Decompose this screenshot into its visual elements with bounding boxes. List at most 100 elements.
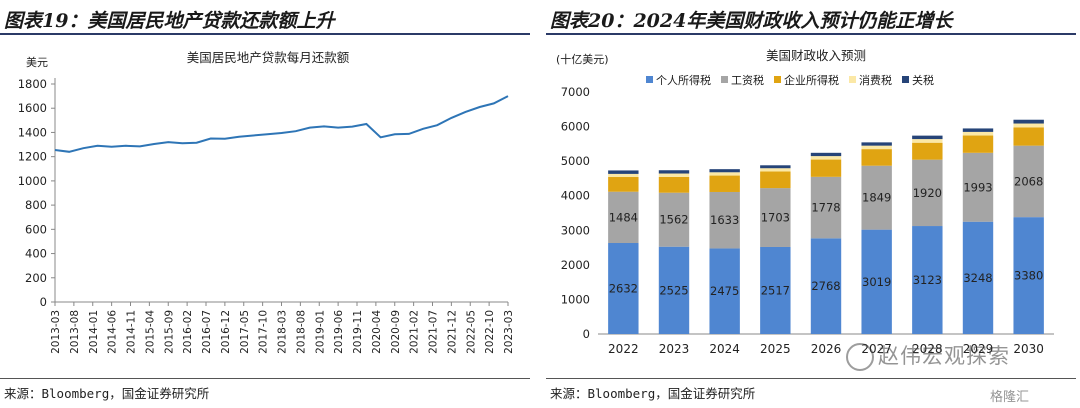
bar-segment <box>709 175 740 192</box>
bar-data-label: 2517 <box>761 283 790 297</box>
left-source: 来源：Bloomberg，国金证券研究所 <box>4 386 210 401</box>
right-title-rule <box>546 33 1076 35</box>
legend-swatch-3 <box>849 76 856 83</box>
line-x-tick-label: 2021-02 <box>409 310 421 354</box>
bar-data-label: 1920 <box>913 186 942 200</box>
bar-segment <box>861 145 892 150</box>
line-x-tick-label: 2013-08 <box>69 310 81 354</box>
bar-data-label: 3123 <box>913 273 942 287</box>
bar-segment <box>608 243 639 334</box>
bar-segment <box>658 176 690 193</box>
line-x-tick-label: 2019-11 <box>352 310 364 354</box>
bar-data-label: 2068 <box>1014 174 1043 188</box>
bar-data-label: 3248 <box>963 271 992 285</box>
line-x-tick-label: 2023-03 <box>503 310 515 354</box>
line-y-tick-label: 1600 <box>18 101 47 115</box>
line-y-tick-label: 1000 <box>18 174 47 188</box>
legend-label-3: 消费税 <box>859 73 892 87</box>
bar-segment <box>760 171 791 189</box>
bar-x-tick-label: 2028 <box>912 342 943 356</box>
line-y-tick-label: 400 <box>25 247 47 261</box>
bar-segment <box>861 229 892 334</box>
watermark-gelonghui: 格隆汇 <box>990 390 1030 405</box>
line-x-tick-label: 2017-05 <box>239 310 251 354</box>
bar-y-tick-label: 5000 <box>561 154 590 168</box>
bar-data-label: 2632 <box>609 282 638 296</box>
bar-data-label: 1849 <box>862 191 891 205</box>
bar-data-label: 1703 <box>761 211 790 225</box>
wechat-icon <box>846 343 874 371</box>
line-x-tick-label: 2018-03 <box>277 310 289 354</box>
bar-segment <box>810 156 842 160</box>
bar-segment <box>1013 119 1044 124</box>
line-y-tick-label: 1800 <box>18 77 47 91</box>
line-x-tick-label: 2016-12 <box>220 310 232 354</box>
line-series <box>54 95 509 153</box>
line-x-tick-label: 2017-10 <box>258 310 270 354</box>
bar-segment <box>760 168 791 172</box>
bar-data-label: 2475 <box>710 284 739 298</box>
bar-data-label: 1993 <box>963 180 992 194</box>
bar-y-tick-label: 4000 <box>561 189 590 203</box>
bar-segment <box>912 226 943 334</box>
line-chart-title: 美国居民地产贷款每月还款额 <box>187 50 350 65</box>
watermark-text: 赵伟宏观探索 <box>878 344 1010 368</box>
bar-x-tick-label: 2026 <box>811 342 842 356</box>
bar-segment <box>810 159 842 177</box>
bar-x-tick-label: 2030 <box>1013 342 1044 356</box>
bar-segment <box>1013 217 1044 334</box>
bar-segment <box>658 192 690 247</box>
bar-data-label: 2525 <box>659 283 688 297</box>
left-title-rule <box>0 33 530 35</box>
bar-segment <box>760 165 791 169</box>
bar-segment <box>861 165 892 230</box>
bar-segment <box>962 128 994 132</box>
bar-segment <box>810 238 842 334</box>
bar-x-tick-label: 2029 <box>963 342 994 356</box>
line-x-tick-label: 2019-01 <box>314 310 326 354</box>
bar-data-label: 1562 <box>659 213 688 227</box>
line-x-tick-label: 2019-06 <box>333 310 345 354</box>
legend-swatch-1 <box>721 76 728 83</box>
right-panel: 图表20：2024年美国财政收入预计仍能正增长 美国财政收入预测 (十亿美元) 个人… <box>546 0 1076 408</box>
line-x-tick-label: 2013-03 <box>50 310 62 354</box>
bar-segment <box>912 142 943 160</box>
bar-segment <box>658 170 690 174</box>
bar-y-tick-label: 7000 <box>561 85 590 99</box>
line-x-tick-label: 2014-01 <box>88 310 100 354</box>
bar-segment <box>709 248 740 334</box>
legend-swatch-0 <box>646 76 653 83</box>
bar-y-axis-label: (十亿美元) <box>556 52 609 66</box>
bar-segment <box>608 170 639 174</box>
line-x-tick-label: 2015-04 <box>144 310 156 354</box>
bar-segment <box>1013 127 1044 146</box>
line-y-tick-label: 1400 <box>18 125 47 139</box>
left-panel: 图表19：美国居民地产贷款还款额上升 美国居民地产贷款每月还款额 美元 0 200 40… <box>0 0 530 408</box>
bar-segment <box>861 149 892 166</box>
bar-segment <box>658 246 690 334</box>
bar-segment <box>810 176 842 239</box>
right-source: 来源：Bloomberg，国金证券研究所 <box>550 386 756 401</box>
line-y-tick-label: 600 <box>25 222 47 236</box>
line-x-tick-label: 2022-05 <box>465 310 477 354</box>
bar-segment <box>709 172 740 176</box>
line-x-tick-label: 2018-08 <box>295 310 307 354</box>
legend-swatch-2 <box>774 76 781 83</box>
watermark: 赵伟宏观探索 <box>846 340 1010 371</box>
bar-segment <box>962 221 994 334</box>
bar-segment <box>658 173 690 177</box>
bar-segment <box>709 169 740 173</box>
bar-segment <box>962 135 994 153</box>
line-y-axis-label: 美元 <box>26 56 48 69</box>
line-x-tick-label: 2020-04 <box>371 310 383 354</box>
bar-segment <box>962 152 994 222</box>
line-y-tick-label: 0 <box>40 295 47 309</box>
bar-segment <box>962 131 994 136</box>
bar-segment <box>912 159 943 227</box>
line-x-tick-label: 2014-11 <box>126 310 138 354</box>
line-y-tick-label: 1200 <box>18 150 47 164</box>
bar-data-label: 1484 <box>609 210 638 224</box>
line-x-tick-label: 2016-07 <box>201 310 213 354</box>
bar-segment <box>1013 145 1044 218</box>
right-figure-title: 图表20：2024年美国财政收入预计仍能正增长 <box>550 10 953 32</box>
